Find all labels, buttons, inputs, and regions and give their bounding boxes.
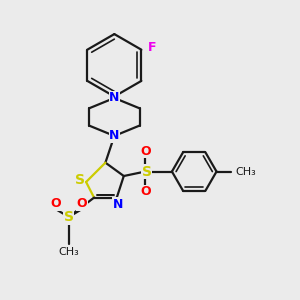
Text: F: F <box>148 41 156 54</box>
Text: CH₃: CH₃ <box>58 247 79 257</box>
Text: CH₃: CH₃ <box>236 167 256 177</box>
Text: N: N <box>109 129 119 142</box>
Text: O: O <box>140 185 151 198</box>
Text: N: N <box>109 92 119 104</box>
Text: O: O <box>140 145 151 158</box>
Text: N: N <box>113 198 123 211</box>
Text: S: S <box>75 173 85 188</box>
Text: S: S <box>142 165 152 178</box>
Text: S: S <box>64 210 74 224</box>
Text: O: O <box>76 197 87 210</box>
Text: O: O <box>50 197 61 210</box>
